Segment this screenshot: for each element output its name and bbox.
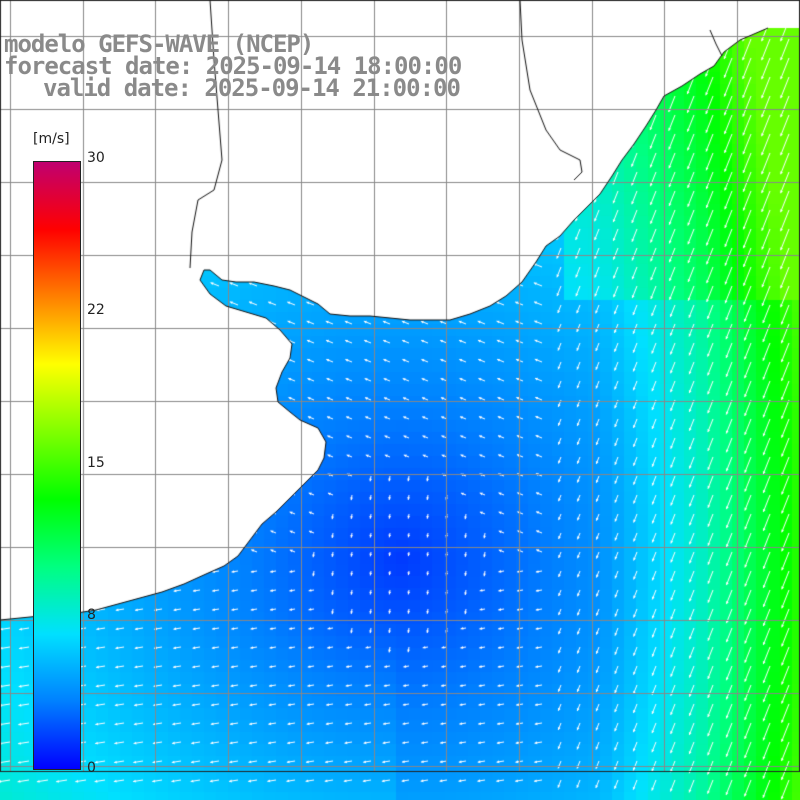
colorbar [33, 161, 81, 770]
colorbar-tick-15: 15 [87, 455, 105, 471]
valid-date: valid date: 2025-09-14 21:00:00 [43, 74, 461, 102]
forecast-date: forecast date: 2025-09-14 18:00:00 [4, 52, 462, 80]
model-title: modelo GEFS-WAVE (NCEP) [4, 30, 314, 58]
colorbar-tick-8: 8 [87, 607, 96, 623]
colorbar-tick-0: 0 [87, 760, 96, 776]
colorbar-tick-22: 22 [87, 302, 105, 318]
colorbar-tick-30: 30 [87, 150, 105, 166]
colorbar-unit: [m/s] [33, 131, 70, 147]
